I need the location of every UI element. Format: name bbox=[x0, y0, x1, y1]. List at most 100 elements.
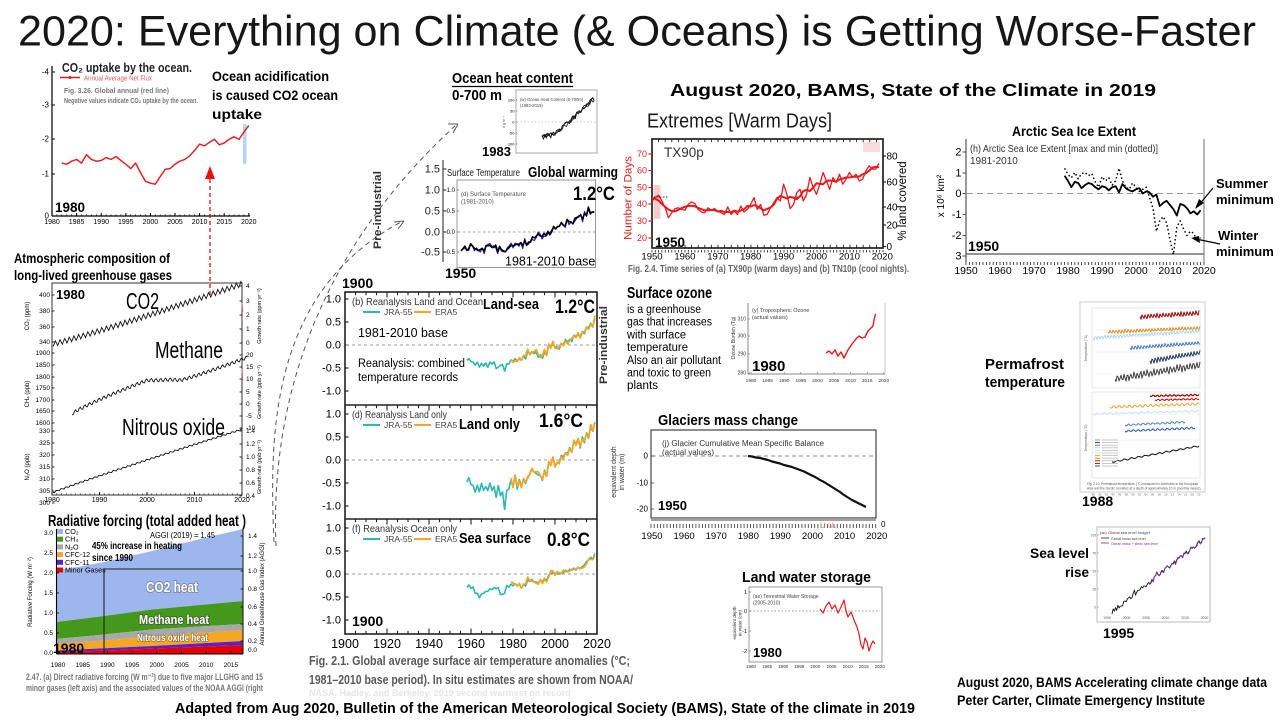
svg-text:(1983-2019): (1983-2019) bbox=[520, 103, 543, 108]
svg-text:1980: 1980 bbox=[740, 252, 761, 263]
svg-text:0.5: 0.5 bbox=[425, 206, 440, 218]
svg-text:0.4: 0.4 bbox=[246, 493, 255, 500]
svg-text:Nitrous oxide heat: Nitrous oxide heat bbox=[137, 632, 208, 644]
svg-text:1990: 1990 bbox=[100, 662, 115, 669]
svg-text:Peter Carter, Climate Emergen: Peter Carter, Climate Emergency Institut… bbox=[957, 693, 1205, 708]
svg-text:CH₄ (ppb): CH₄ (ppb) bbox=[25, 381, 31, 408]
svg-text:1985: 1985 bbox=[69, 219, 85, 226]
svg-text:NASA, Hadley, and Berkeley, 20: NASA, Hadley, and Berkeley, 2019 second … bbox=[309, 688, 571, 698]
svg-text:(ac) Global sea level budget: (ac) Global sea level budget bbox=[1100, 530, 1151, 535]
svg-text:-2: -2 bbox=[42, 135, 50, 144]
svg-text:70: 70 bbox=[637, 149, 647, 159]
svg-text:Surface Temperature: Surface Temperature bbox=[447, 168, 520, 179]
svg-text:0-700 m: 0-700 m bbox=[452, 88, 502, 104]
svg-text:305: 305 bbox=[39, 488, 50, 495]
svg-text:1980: 1980 bbox=[56, 287, 85, 302]
svg-text:0.0: 0.0 bbox=[326, 455, 341, 467]
svg-text:'92: '92 bbox=[1104, 493, 1108, 497]
svg-text:20: 20 bbox=[887, 221, 899, 232]
svg-text:2015: 2015 bbox=[862, 378, 873, 384]
svg-text:2020: 2020 bbox=[1192, 265, 1216, 277]
svg-text:Temperature (°C): Temperature (°C) bbox=[1084, 425, 1088, 452]
svg-text:320: 320 bbox=[39, 452, 50, 459]
svg-text:2000: 2000 bbox=[1123, 616, 1131, 620]
svg-text:3: 3 bbox=[246, 298, 250, 305]
svg-text:Fig. 2.10. Permafrost temperat: Fig. 2.10. Permafrost temperature (°C) m… bbox=[1087, 482, 1198, 486]
svg-text:330: 330 bbox=[39, 428, 50, 435]
svg-text:2015: 2015 bbox=[859, 664, 870, 669]
svg-text:Annual Greenhouse Gas Index (A: Annual Greenhouse Gas Index (AGGI) bbox=[260, 542, 266, 645]
svg-text:0.6: 0.6 bbox=[248, 604, 257, 611]
svg-text:CO₂: CO₂ bbox=[65, 527, 79, 536]
svg-text:long-lived greenhouse gases: long-lived greenhouse gases bbox=[14, 268, 172, 283]
svg-text:290: 290 bbox=[738, 352, 747, 358]
svg-text:1985: 1985 bbox=[762, 664, 773, 669]
svg-text:Global mean sea level: Global mean sea level bbox=[1111, 537, 1146, 541]
svg-text:20: 20 bbox=[637, 233, 647, 243]
svg-text:Fig. 2.4. Time series of (a) T: Fig. 2.4. Time series of (a) TX90p (warm… bbox=[628, 263, 909, 275]
svg-text:-0.5: -0.5 bbox=[322, 592, 341, 604]
svg-text:340: 340 bbox=[39, 339, 50, 346]
svg-text:0.8: 0.8 bbox=[248, 586, 257, 593]
svg-text:1988: 1988 bbox=[1082, 493, 1113, 509]
svg-text:-2: -2 bbox=[952, 230, 962, 242]
svg-text:'12: '12 bbox=[1170, 493, 1174, 497]
svg-text:-2: -2 bbox=[742, 649, 747, 655]
svg-text:CO₂ (ppm): CO₂ (ppm) bbox=[25, 302, 31, 331]
svg-text:0: 0 bbox=[1094, 606, 1096, 610]
svg-text:1.5: 1.5 bbox=[425, 164, 440, 176]
svg-text:2: 2 bbox=[246, 312, 250, 319]
svg-text:August 2020, BAMS, State of th: August 2020, BAMS, State of the Climate … bbox=[670, 80, 1156, 100]
svg-text:Sea surface: Sea surface bbox=[459, 531, 531, 547]
svg-text:temperature: temperature bbox=[627, 342, 688, 354]
svg-text:310: 310 bbox=[738, 317, 747, 323]
svg-text:CFC-11: CFC-11 bbox=[65, 558, 90, 567]
svg-text:1980: 1980 bbox=[753, 645, 782, 660]
svg-text:400: 400 bbox=[39, 292, 50, 299]
svg-text:b g m⁻²: b g m⁻² bbox=[502, 115, 506, 128]
svg-text:0: 0 bbox=[744, 609, 747, 615]
svg-text:0.5: 0.5 bbox=[326, 432, 341, 444]
svg-text:3: 3 bbox=[955, 251, 961, 263]
svg-text:60: 60 bbox=[637, 166, 647, 176]
svg-text:Ozone Burden (Tg): Ozone Burden (Tg) bbox=[731, 316, 737, 359]
svg-text:(actual values): (actual values) bbox=[752, 315, 788, 321]
svg-text:0.0: 0.0 bbox=[326, 340, 341, 352]
svg-text:300: 300 bbox=[39, 500, 50, 507]
svg-text:1750: 1750 bbox=[36, 385, 51, 392]
svg-text:0.0: 0.0 bbox=[248, 647, 257, 654]
svg-text:minor gases (left axis) and th: minor gases (left axis) and the associat… bbox=[26, 683, 263, 693]
svg-text:Ocean heat content: Ocean heat content bbox=[452, 71, 573, 87]
svg-text:1950: 1950 bbox=[655, 235, 685, 250]
svg-text:0: 0 bbox=[881, 520, 886, 529]
svg-text:1960: 1960 bbox=[988, 265, 1012, 277]
svg-text:1: 1 bbox=[744, 590, 747, 596]
svg-text:August 2020, BAMS Acceleratin: August 2020, BAMS Accelerating climate c… bbox=[957, 675, 1267, 690]
svg-text:Pre-industrial: Pre-industrial bbox=[372, 171, 384, 249]
svg-text:ERA5: ERA5 bbox=[435, 534, 457, 544]
svg-text:JRA-55: JRA-55 bbox=[384, 420, 413, 430]
svg-text:1990: 1990 bbox=[773, 252, 794, 263]
svg-text:1980: 1980 bbox=[44, 497, 60, 504]
svg-text:0.0: 0.0 bbox=[326, 569, 341, 581]
svg-text:1980: 1980 bbox=[746, 378, 757, 384]
svg-text:2000: 2000 bbox=[541, 637, 569, 651]
svg-text:1950: 1950 bbox=[954, 265, 978, 277]
svg-text:0.2: 0.2 bbox=[248, 638, 257, 645]
svg-text:1990: 1990 bbox=[1090, 265, 1114, 277]
svg-text:3.0: 3.0 bbox=[44, 530, 53, 537]
svg-text:2020: 2020 bbox=[234, 497, 250, 504]
svg-text:2000: 2000 bbox=[802, 531, 823, 542]
svg-text:310: 310 bbox=[39, 476, 50, 483]
svg-text:-5: -5 bbox=[246, 413, 252, 420]
svg-text:1.0: 1.0 bbox=[326, 294, 341, 306]
svg-text:0.5: 0.5 bbox=[326, 317, 341, 329]
svg-text:2005: 2005 bbox=[826, 664, 837, 669]
svg-text:'20: '20 bbox=[1197, 493, 1201, 497]
svg-text:1980: 1980 bbox=[53, 640, 84, 656]
svg-text:ERA5: ERA5 bbox=[435, 307, 457, 317]
svg-text:1.0: 1.0 bbox=[326, 523, 341, 535]
svg-text:Growth rate (ppb yr⁻¹): Growth rate (ppb yr⁻¹) bbox=[257, 440, 263, 494]
svg-text:JRA-55: JRA-55 bbox=[384, 307, 413, 317]
svg-text:-0.5: -0.5 bbox=[322, 478, 341, 490]
